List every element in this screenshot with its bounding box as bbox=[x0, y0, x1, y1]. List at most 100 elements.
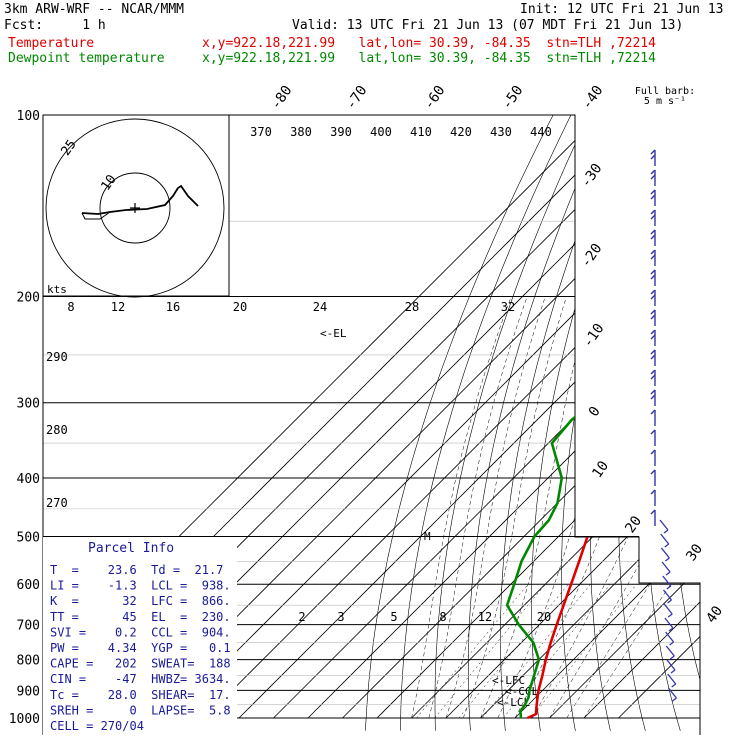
hodograph-trace-start bbox=[81, 211, 111, 220]
moist-adiabat bbox=[497, 296, 623, 719]
hodograph-ring-inner bbox=[99, 172, 171, 244]
theta-label: 430 bbox=[490, 125, 512, 139]
dry-adiabat bbox=[434, 115, 590, 731]
isotherm-line bbox=[445, 115, 700, 719]
dry-adiabat bbox=[500, 115, 625, 731]
isotherm-label: -40 bbox=[579, 83, 607, 113]
wind-barb bbox=[666, 659, 676, 671]
isotherm-line bbox=[307, 115, 700, 719]
pressure-label: 900 bbox=[17, 684, 40, 699]
parcel-info-row: LI = -1.3 LCL = 938. bbox=[50, 579, 231, 593]
isotherm-label: -70 bbox=[343, 83, 371, 113]
m-annotation: M bbox=[424, 530, 431, 543]
wind-barb-flag bbox=[650, 234, 656, 240]
wind-barb-flag bbox=[650, 194, 656, 200]
isotherm-label: -80 bbox=[268, 83, 296, 113]
temperature-profile-line bbox=[526, 115, 700, 720]
hodograph-center-mark bbox=[130, 203, 140, 213]
mixing-ratio-low-label: 12 bbox=[478, 610, 492, 624]
dry-adiabat bbox=[531, 115, 643, 731]
theta-label: 390 bbox=[330, 125, 352, 139]
wind-barb bbox=[665, 631, 675, 643]
wind-barb-flag bbox=[663, 529, 669, 534]
parcel-info-row: SREH = 0 LAPSE= 5.8 bbox=[50, 703, 231, 717]
wind-barb-flag bbox=[650, 169, 656, 175]
dry-adiabat bbox=[698, 115, 700, 731]
wind-barb-flag bbox=[650, 374, 656, 380]
wind-barb-flag bbox=[668, 627, 674, 632]
wind-barb bbox=[662, 589, 673, 601]
wind-barb bbox=[662, 575, 672, 587]
isotherm-label: 30 bbox=[683, 541, 706, 564]
parcel-info-row: PW = 4.34 YGP = 0.1 bbox=[50, 641, 231, 655]
wind-barb-flag bbox=[650, 254, 656, 260]
wind-barb-flag bbox=[650, 294, 656, 300]
wind-barb-flag bbox=[669, 641, 674, 646]
parcel-info-row: Tc = 28.0 SHEAR= 17. bbox=[50, 688, 231, 702]
wind-barb-flag bbox=[650, 209, 656, 215]
pressure-label: 700 bbox=[17, 619, 40, 634]
mixing-ratio-label: 28 bbox=[405, 300, 419, 314]
parcel-info-box bbox=[43, 537, 237, 735]
isotherm-label: -60 bbox=[421, 83, 449, 113]
wind-barb-flag bbox=[650, 349, 656, 355]
wind-barb-flag bbox=[650, 214, 656, 220]
wind-barb-flag bbox=[650, 309, 656, 315]
wind-barb-flag bbox=[670, 669, 676, 674]
isotherm-line bbox=[618, 115, 700, 719]
pressure-label: 800 bbox=[17, 654, 40, 669]
isotherm-line bbox=[273, 115, 700, 719]
dry-adiabat bbox=[365, 115, 554, 731]
isotherm-label: -30 bbox=[578, 161, 606, 191]
theta-side-label: 280 bbox=[46, 423, 68, 437]
wind-barb-flag bbox=[650, 249, 656, 255]
parcel-info-row: TT = 45 EL = 230. bbox=[50, 610, 231, 624]
moist-adiabat bbox=[566, 296, 700, 719]
isotherm-line bbox=[411, 115, 700, 719]
mixing-ratio-low-label: 8 bbox=[439, 610, 446, 624]
parcel-info-row: T = 23.6 Td = 21.7 bbox=[50, 563, 223, 577]
wind-barb-flag bbox=[650, 189, 656, 195]
dewpoint-location-info: x,y=922.18,221.99 lat,lon= 30.39, -84.35… bbox=[202, 51, 656, 66]
wind-barb-flag bbox=[650, 174, 656, 180]
mixing-ratio-line bbox=[503, 584, 611, 719]
isotherm-line bbox=[514, 115, 700, 719]
wind-barb-flag bbox=[650, 509, 656, 515]
wind-barb-flag bbox=[650, 369, 656, 375]
wind-barb-flag bbox=[650, 409, 656, 415]
theta-label: 400 bbox=[370, 125, 392, 139]
wind-barb bbox=[659, 519, 669, 531]
isotherm-label: -20 bbox=[578, 241, 606, 271]
init-time: Init: 12 UTC Fri 21 Jun 13 bbox=[520, 2, 724, 17]
hodograph-units-label: kts bbox=[47, 283, 67, 296]
parcel-info-row: CELL = 270/04 bbox=[50, 719, 144, 733]
theta-label: 370 bbox=[250, 125, 272, 139]
pressure-label: 400 bbox=[17, 472, 40, 487]
wind-barb-flag bbox=[650, 154, 656, 160]
wind-barb-flag bbox=[650, 269, 656, 275]
valid-time: Valid: 13 UTC Fri 21 Jun 13 (07 MDT Fri … bbox=[292, 18, 684, 33]
barb-legend-title: Full barb: bbox=[635, 86, 695, 97]
mixing-ratio-label: 24 bbox=[313, 300, 327, 314]
parcel-info-row: CAPE = 202 SWEAT= 188 bbox=[50, 657, 231, 671]
hodograph-trace bbox=[81, 184, 199, 215]
wind-barb-flag bbox=[672, 697, 677, 702]
wind-barb bbox=[660, 533, 670, 545]
barb-legend-units: 5 m s⁻¹ bbox=[644, 96, 686, 107]
wind-barb-flag bbox=[650, 489, 656, 495]
mixing-ratio-label: 20 bbox=[233, 300, 247, 314]
model-title: 3km ARW-WRF -- NCAR/MMM bbox=[4, 2, 185, 17]
parcel-info-title: Parcel Info bbox=[88, 541, 174, 556]
isotherm-line bbox=[204, 115, 700, 719]
isotherm-label: 40 bbox=[703, 603, 726, 626]
wind-barb bbox=[663, 603, 673, 615]
mixing-ratio-low-label: 20 bbox=[537, 610, 551, 624]
wind-barb-flag bbox=[664, 543, 670, 548]
mixing-ratio-low-label: 5 bbox=[390, 610, 397, 624]
hodograph-ring-label: 25 bbox=[58, 137, 79, 158]
mixing-ratio-low-label: 3 bbox=[337, 610, 344, 624]
wind-barb-flag bbox=[650, 354, 656, 360]
isotherm-label: 20 bbox=[622, 513, 645, 536]
